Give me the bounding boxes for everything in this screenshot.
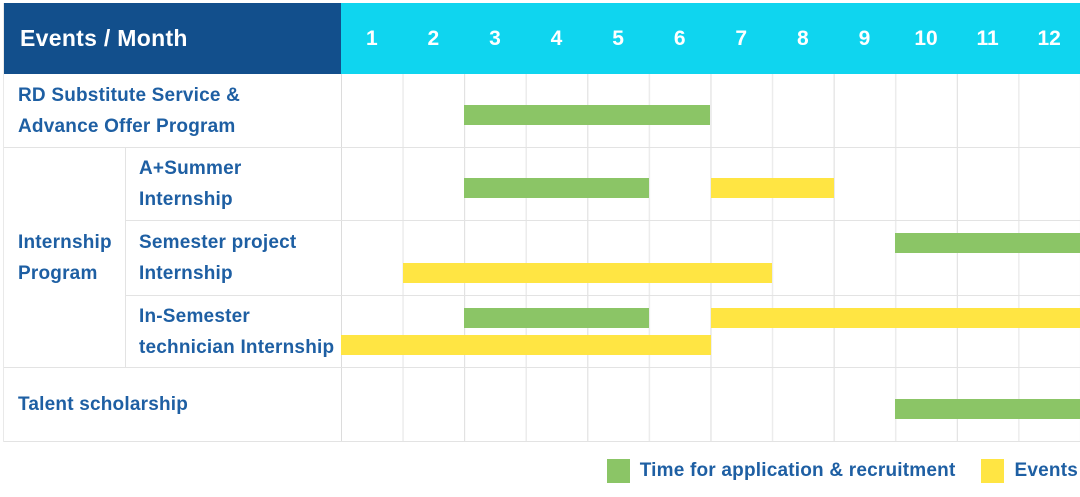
gantt-bar-green xyxy=(895,399,1080,419)
internship-program-group: Internship Program A+Summer Internship S… xyxy=(4,148,1080,368)
header-title: Events / Month xyxy=(4,3,341,74)
month-header-8: 8 xyxy=(772,3,834,74)
row-rd-substitute-service: RD Substitute Service & Advance Offer Pr… xyxy=(4,74,1080,148)
row-a-plus-summer-internship: A+Summer Internship xyxy=(126,148,1080,220)
gantt-bar-yellow xyxy=(341,335,711,355)
month-header-10: 10 xyxy=(895,3,957,74)
legend-label-events: Events xyxy=(1014,460,1078,482)
month-header-6: 6 xyxy=(649,3,711,74)
gantt-cell-semester-project xyxy=(341,221,1080,295)
month-header-12: 12 xyxy=(1018,3,1080,74)
gantt-bar-green xyxy=(464,308,649,328)
gantt-cell-rd-substitute xyxy=(341,74,1080,147)
row-label: Semester project Internship xyxy=(126,221,341,295)
gantt-cell-in-semester-technician xyxy=(341,296,1080,367)
legend-swatch-yellow xyxy=(981,459,1004,483)
row-talent-scholarship: Talent scholarship xyxy=(4,368,1080,442)
gantt-cell-talent-scholarship xyxy=(341,368,1080,441)
gantt-bar-green xyxy=(464,105,710,125)
row-semester-project-internship: Semester project Internship xyxy=(126,220,1080,295)
month-header-3: 3 xyxy=(464,3,526,74)
gantt-bar-green xyxy=(464,178,649,198)
gantt-bar-green xyxy=(895,233,1080,253)
month-header-11: 11 xyxy=(957,3,1019,74)
month-header-1: 1 xyxy=(341,3,403,74)
row-label: RD Substitute Service & Advance Offer Pr… xyxy=(4,74,341,147)
gantt-bar-yellow xyxy=(711,178,834,198)
month-header-7: 7 xyxy=(710,3,772,74)
gantt-cell-a-plus-summer xyxy=(341,148,1080,220)
internship-subrows: A+Summer Internship Semester project Int… xyxy=(125,148,1080,367)
row-label: A+Summer Internship xyxy=(126,148,341,220)
row-in-semester-technician-internship: In-Semester technician Internship xyxy=(126,295,1080,367)
legend-label-application-recruitment: Time for application & recruitment xyxy=(640,460,956,482)
gantt-bar-yellow xyxy=(403,263,773,283)
month-header-4: 4 xyxy=(526,3,588,74)
legend: Time for application & recruitment Event… xyxy=(0,459,1080,483)
row-label: Talent scholarship xyxy=(4,368,341,441)
month-header-2: 2 xyxy=(403,3,465,74)
row-label: In-Semester technician Internship xyxy=(126,296,341,367)
gantt-bar-yellow xyxy=(711,308,1080,328)
legend-swatch-green xyxy=(607,459,630,483)
group-label: Internship Program xyxy=(4,148,125,367)
month-header-9: 9 xyxy=(834,3,896,74)
month-header-5: 5 xyxy=(587,3,649,74)
